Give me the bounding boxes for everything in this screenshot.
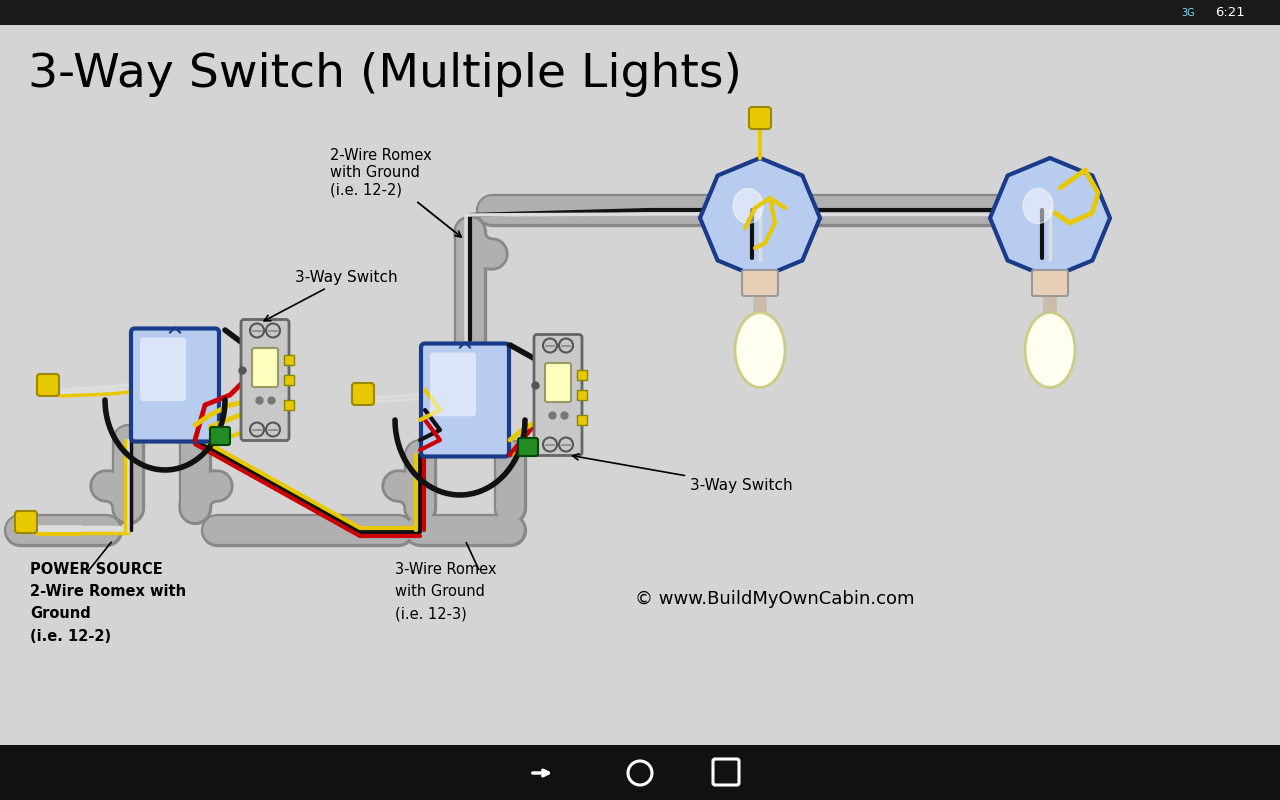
FancyBboxPatch shape bbox=[241, 319, 289, 441]
FancyBboxPatch shape bbox=[749, 107, 771, 129]
FancyBboxPatch shape bbox=[352, 383, 374, 405]
Text: 3G: 3G bbox=[1181, 8, 1196, 18]
FancyBboxPatch shape bbox=[545, 363, 571, 402]
Text: 3-Way Switch: 3-Way Switch bbox=[572, 454, 792, 493]
Text: 6:21: 6:21 bbox=[1215, 6, 1245, 19]
Ellipse shape bbox=[1023, 189, 1053, 223]
Ellipse shape bbox=[1025, 313, 1075, 387]
FancyBboxPatch shape bbox=[1032, 270, 1068, 296]
FancyBboxPatch shape bbox=[430, 353, 476, 416]
Circle shape bbox=[559, 438, 573, 451]
Ellipse shape bbox=[735, 313, 785, 387]
FancyBboxPatch shape bbox=[0, 0, 1280, 25]
Text: 3-Way Switch (Multiple Lights): 3-Way Switch (Multiple Lights) bbox=[28, 52, 742, 97]
FancyBboxPatch shape bbox=[0, 745, 1280, 800]
Circle shape bbox=[559, 338, 573, 353]
FancyBboxPatch shape bbox=[15, 511, 37, 533]
FancyBboxPatch shape bbox=[210, 427, 230, 445]
Text: 3-Way Switch: 3-Way Switch bbox=[264, 270, 398, 321]
FancyBboxPatch shape bbox=[518, 438, 538, 456]
Polygon shape bbox=[700, 158, 820, 278]
Circle shape bbox=[543, 438, 557, 451]
FancyBboxPatch shape bbox=[534, 334, 582, 455]
Circle shape bbox=[266, 323, 280, 338]
FancyBboxPatch shape bbox=[131, 329, 219, 442]
FancyBboxPatch shape bbox=[742, 270, 778, 296]
FancyBboxPatch shape bbox=[37, 374, 59, 396]
Text: 3-Wire Romex
with Ground
(i.e. 12-3): 3-Wire Romex with Ground (i.e. 12-3) bbox=[396, 562, 497, 622]
Text: 2-Wire Romex
with Ground
(i.e. 12-2): 2-Wire Romex with Ground (i.e. 12-2) bbox=[330, 148, 461, 237]
Circle shape bbox=[543, 338, 557, 353]
Circle shape bbox=[266, 422, 280, 437]
Polygon shape bbox=[989, 158, 1110, 278]
Text: POWER SOURCE
2-Wire Romex with
Ground
(i.e. 12-2): POWER SOURCE 2-Wire Romex with Ground (i… bbox=[29, 562, 186, 643]
Circle shape bbox=[250, 323, 264, 338]
FancyBboxPatch shape bbox=[140, 338, 186, 402]
FancyBboxPatch shape bbox=[252, 348, 278, 387]
Ellipse shape bbox=[733, 189, 763, 223]
Text: © www.BuildMyOwnCabin.com: © www.BuildMyOwnCabin.com bbox=[635, 590, 914, 608]
FancyBboxPatch shape bbox=[421, 343, 509, 457]
Circle shape bbox=[250, 422, 264, 437]
